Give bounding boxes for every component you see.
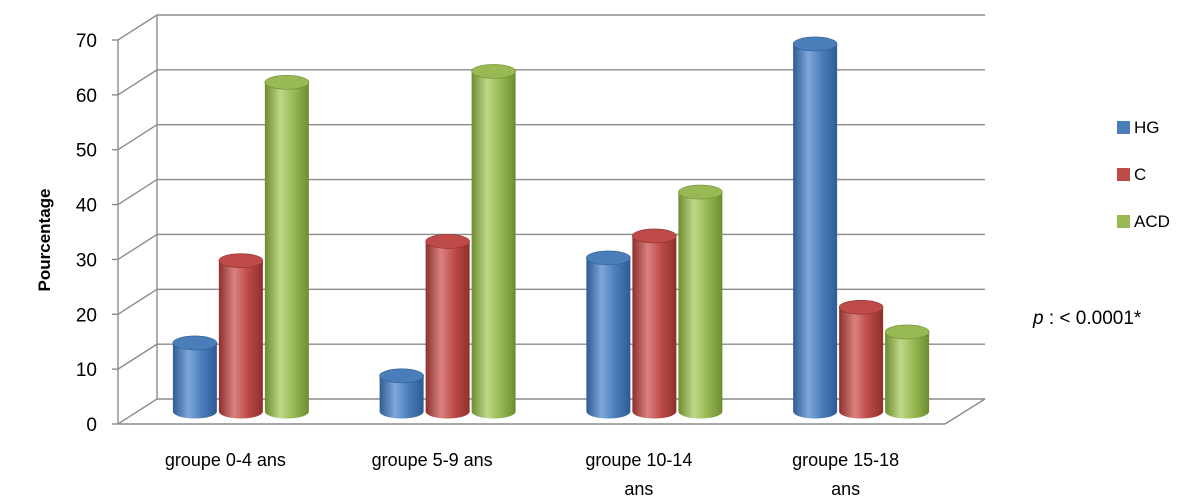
gridline-diagonal [117, 124, 158, 151]
y-tick-label: 20 [76, 305, 97, 326]
bar-body [632, 235, 677, 419]
gridline-diagonal [117, 14, 158, 41]
legend-swatch-c [1117, 168, 1130, 181]
bar-hg [586, 250, 631, 419]
bar-body [471, 71, 516, 419]
y-tick-label: 30 [76, 250, 97, 271]
bar-c [838, 299, 884, 419]
bar-body [885, 331, 930, 419]
bar-body [218, 260, 263, 419]
bar-top [264, 75, 310, 90]
bar-top [425, 234, 470, 249]
bar-hg [172, 335, 218, 419]
floor-right-edge [944, 398, 986, 425]
legend: HG C ACD [1117, 118, 1170, 231]
bar-top [678, 184, 723, 200]
bar-top [379, 368, 424, 384]
p-value-annotation: p : < 0.0001* [1032, 308, 1142, 329]
y-axis-title: Pourcentage [35, 189, 54, 292]
bar-c [632, 228, 677, 419]
p-symbol: p [1032, 308, 1044, 329]
bar-acd [678, 184, 723, 419]
bars [172, 36, 930, 419]
gridline-diagonal [117, 288, 158, 315]
bar-acd [264, 75, 310, 419]
bar-top [586, 250, 631, 266]
bar-body [586, 257, 631, 419]
x-category-label: groupe 10-14 ans [585, 450, 692, 499]
legend-swatch-acd [1117, 215, 1130, 228]
y-tick-labels: 0 10 20 30 40 50 60 70 [76, 31, 97, 436]
bar-c [425, 234, 470, 419]
y-tick-label: 70 [76, 31, 97, 52]
bar-hg [792, 36, 838, 419]
bar-top [172, 335, 218, 351]
gridline-diagonal [117, 398, 158, 425]
legend-swatch-hg [1117, 121, 1130, 134]
y-tick-label: 10 [76, 360, 97, 381]
y-tick-label: 60 [76, 86, 97, 107]
x-category-label: groupe 15-18 ans [792, 450, 899, 499]
gridline-diagonal [117, 233, 158, 261]
y-tick-label: 0 [86, 415, 97, 436]
bar-hg [379, 368, 424, 419]
bar-body [793, 43, 838, 419]
legend-label-c: C [1134, 165, 1146, 184]
p-value-text: : < 0.0001* [1044, 308, 1142, 329]
gridline-diagonal [117, 69, 158, 96]
gridline-diagonal [117, 343, 158, 370]
bar-body [172, 342, 217, 419]
bar-c [218, 253, 264, 419]
gridline-diagonal [117, 178, 158, 206]
legend-label-acd: ACD [1134, 212, 1170, 231]
bar-top [632, 228, 677, 244]
y-tick-label: 50 [76, 141, 97, 162]
bar-body [678, 192, 723, 419]
bar-body [379, 375, 424, 419]
x-category-label: groupe 0-4 ans [165, 450, 286, 470]
bar-top [792, 36, 838, 52]
bar-acd [884, 324, 930, 419]
y-tick-label: 40 [76, 196, 97, 217]
bar-top [838, 299, 884, 315]
legend-label-hg: HG [1134, 118, 1160, 137]
x-category-labels: groupe 0-4 ans groupe 5-9 ans groupe 10-14… [165, 450, 899, 499]
bar-top [884, 324, 930, 340]
bar-top [218, 253, 264, 268]
bar-top [471, 64, 516, 79]
bar-body [839, 307, 884, 419]
bar-acd [471, 64, 516, 419]
bar-body [425, 241, 470, 419]
bar-body [264, 82, 309, 419]
x-category-label: groupe 5-9 ans [372, 450, 493, 470]
